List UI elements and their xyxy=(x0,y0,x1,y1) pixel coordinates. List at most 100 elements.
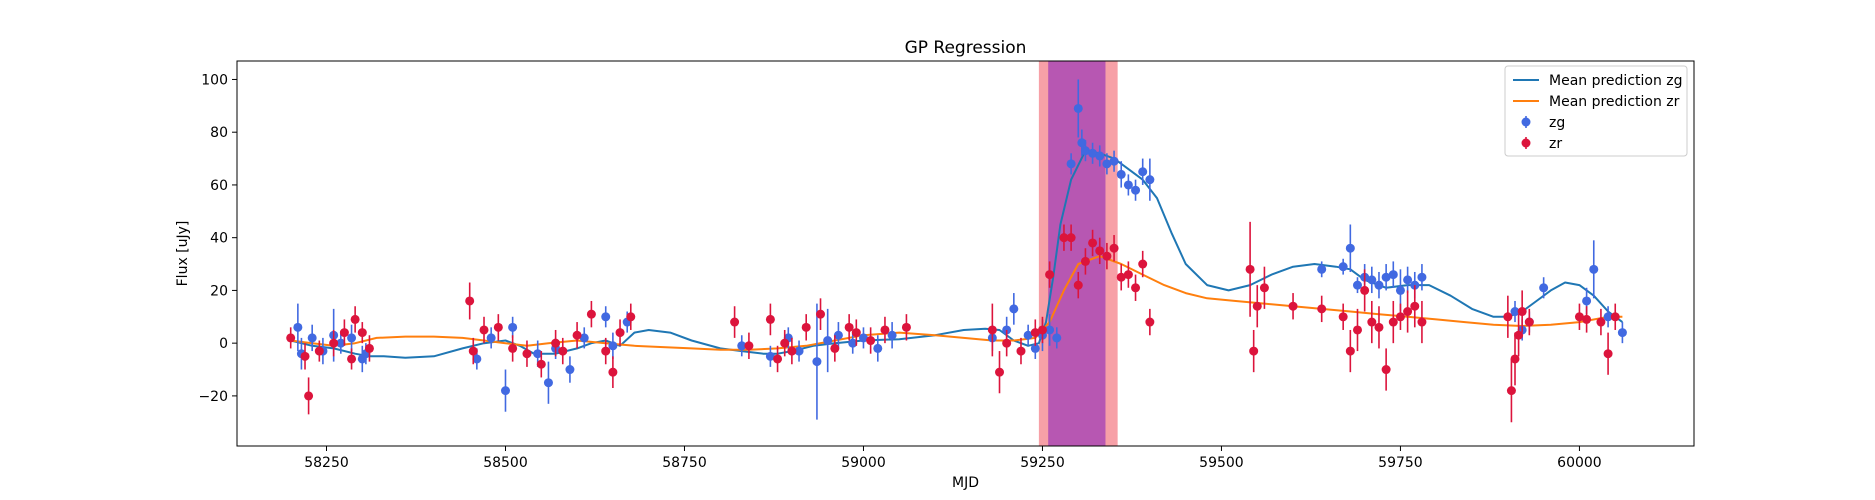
zr-point xyxy=(995,367,1005,377)
y-tick-label: 80 xyxy=(210,125,228,141)
zr-point xyxy=(300,351,310,361)
zr-point xyxy=(1503,312,1513,322)
zr-point xyxy=(1037,325,1047,335)
zg-point xyxy=(1088,148,1098,158)
zr-point xyxy=(1381,365,1391,375)
zr-point xyxy=(1582,314,1592,324)
zg-point xyxy=(833,330,843,340)
zr-point xyxy=(1095,246,1105,256)
zr-point xyxy=(304,391,314,401)
zr-point xyxy=(364,343,374,353)
zg-point xyxy=(1138,167,1148,177)
zg-point xyxy=(1052,333,1062,343)
zg-point xyxy=(336,338,346,348)
zr-point xyxy=(1245,264,1255,274)
x-tick-label: 58250 xyxy=(304,455,349,471)
zr-point xyxy=(1524,317,1534,327)
zr-point xyxy=(1116,272,1126,282)
zr-point xyxy=(347,354,357,364)
legend: Mean prediction zg Mean prediction zr zg zr xyxy=(1504,65,1688,157)
zr-point xyxy=(1102,251,1112,261)
legend-label: zg xyxy=(1549,115,1565,131)
zr-point xyxy=(1574,312,1584,322)
zg-point xyxy=(1095,151,1105,161)
zg-point xyxy=(1539,283,1549,293)
zr-point xyxy=(1252,301,1262,311)
zg-point xyxy=(737,341,747,351)
zg-point xyxy=(1374,280,1384,290)
zg-point xyxy=(1338,262,1348,272)
zr-point xyxy=(1080,256,1090,266)
legend-point-swatch xyxy=(1521,138,1531,148)
zg-point xyxy=(1080,146,1090,156)
zg-point xyxy=(812,357,822,367)
zr-point xyxy=(1395,312,1405,322)
zg-point xyxy=(1589,264,1599,274)
zg-point xyxy=(1045,325,1055,335)
data-points xyxy=(286,79,1627,423)
zg-point xyxy=(533,349,543,359)
zr-point xyxy=(765,314,775,324)
zr-point xyxy=(780,338,790,348)
zr-point xyxy=(350,314,360,324)
zr-point xyxy=(773,354,783,364)
y-tick-label: 0 xyxy=(219,336,228,352)
zg-point xyxy=(873,343,883,353)
zr-point xyxy=(572,330,582,340)
zg-point xyxy=(1023,330,1033,340)
zg-point xyxy=(1102,159,1112,169)
zr-point xyxy=(1088,238,1098,248)
zg-point xyxy=(1116,169,1126,179)
zr-point xyxy=(1059,233,1069,243)
zg-point xyxy=(543,378,553,388)
zr-point xyxy=(1002,338,1012,348)
y-tick-label: 100 xyxy=(201,72,228,88)
zr-point xyxy=(601,346,611,356)
zr-point xyxy=(1388,317,1398,327)
zr-point xyxy=(1374,322,1384,332)
zg-point xyxy=(1352,280,1362,290)
zr-point xyxy=(1410,301,1420,311)
zr-point xyxy=(1517,307,1527,317)
y-axis: −20 0 20 40 60 80 100 xyxy=(198,72,237,405)
zg-point xyxy=(1109,156,1119,166)
shaded-region-1 xyxy=(1048,61,1106,446)
zg-point xyxy=(1145,175,1155,185)
x-tick-label: 59000 xyxy=(841,455,886,471)
zg-point xyxy=(500,386,510,396)
y-tick-label: 60 xyxy=(210,178,228,194)
zg-point xyxy=(848,338,858,348)
zg-point xyxy=(1403,275,1413,285)
x-axis-label: MJD xyxy=(952,475,979,491)
zr-point xyxy=(465,296,475,306)
zg-point xyxy=(1603,312,1613,322)
zr-point xyxy=(844,322,854,332)
y-tick-label: 40 xyxy=(210,231,228,247)
zr-point xyxy=(508,343,518,353)
zr-point xyxy=(479,325,489,335)
zg-point xyxy=(1367,275,1377,285)
zr-point xyxy=(1045,270,1055,280)
zr-point xyxy=(558,346,568,356)
zg-point xyxy=(1073,103,1083,113)
zg-point xyxy=(823,336,833,346)
zr-point xyxy=(551,338,561,348)
zg-point xyxy=(601,312,611,322)
x-tick-label: 58750 xyxy=(662,455,707,471)
zg-point xyxy=(1066,159,1076,169)
zr-point xyxy=(1506,386,1516,396)
legend-box xyxy=(1504,65,1688,157)
zr-point xyxy=(1288,301,1298,311)
zr-point xyxy=(339,328,349,338)
legend-label: zr xyxy=(1549,136,1562,152)
zg-point xyxy=(608,341,618,351)
x-tick-label: 59500 xyxy=(1199,455,1244,471)
zg-point xyxy=(347,333,357,343)
zr-point xyxy=(586,309,596,319)
zr-point xyxy=(1403,307,1413,317)
zr-point xyxy=(901,322,911,332)
legend-label: Mean prediction zr xyxy=(1549,94,1680,110)
zg-point xyxy=(1009,304,1019,314)
zr-point xyxy=(1352,325,1362,335)
